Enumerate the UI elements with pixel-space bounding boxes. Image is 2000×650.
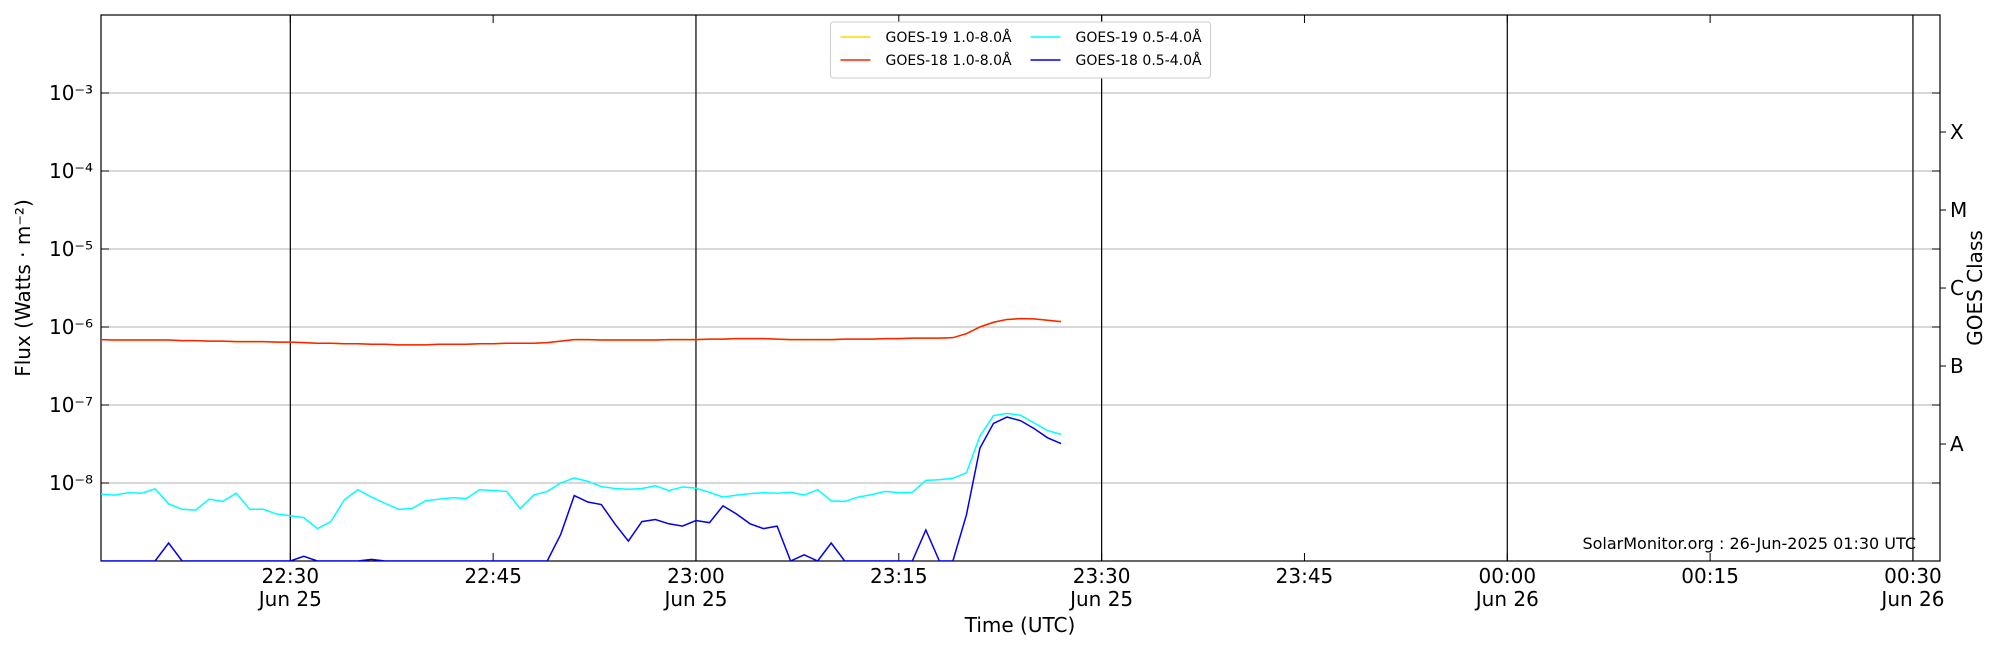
- y-tick-label: 10⁻⁴: [49, 159, 93, 183]
- y-tick-label: 10⁻⁸: [49, 471, 93, 495]
- legend-label: GOES-18 0.5-4.0Å: [1076, 52, 1202, 69]
- legend-label: GOES-19 0.5-4.0Å: [1076, 29, 1202, 46]
- series-line: [101, 416, 1062, 561]
- y2-axis-label: GOES Class: [1963, 230, 1987, 346]
- legend-box: [830, 21, 1211, 79]
- legend-label: GOES-18 1.0-8.0Å: [886, 52, 1012, 69]
- x-tick-label: 23:00 Jun 25: [662, 564, 727, 611]
- y-tick-label: 10⁻³: [49, 81, 93, 105]
- y2-tick-label: B: [1950, 354, 1964, 378]
- y-tick-label: 10⁻⁶: [49, 315, 93, 339]
- series-line: [101, 412, 1062, 530]
- series-line: [101, 317, 1062, 346]
- x-tick-label: 23:45: [1276, 564, 1334, 588]
- y-axis-label: Flux (Watts · m⁻²): [11, 199, 35, 377]
- y2-tick-label: X: [1950, 120, 1964, 144]
- x-tick-label: 00:00 Jun 26: [1474, 564, 1539, 611]
- x-tick-label: 00:30 Jun 26: [1879, 564, 1944, 611]
- plot-frame: [100, 14, 1941, 562]
- y2-tick-label: C: [1950, 276, 1964, 300]
- x-tick-label: 23:30 Jun 25: [1068, 564, 1133, 611]
- plot-area: [101, 15, 1940, 561]
- x-axis-label: Time (UTC): [964, 613, 1076, 637]
- y-tick-label: 10⁻⁵: [49, 237, 93, 261]
- legend-label: GOES-19 1.0-8.0Å: [886, 29, 1012, 46]
- y2-tick-label: M: [1950, 198, 1967, 222]
- annotation: SolarMonitor.org : 26-Jun-2025 01:30 UTC: [1582, 534, 1916, 553]
- y2-tick-label: A: [1950, 432, 1964, 456]
- series-group: [101, 317, 1062, 561]
- x-tick-label: 00:15: [1681, 564, 1739, 588]
- y-tick-label: 10⁻⁷: [49, 393, 93, 417]
- x-tick-label: 22:45: [464, 564, 522, 588]
- x-tick-label: 23:15: [870, 564, 928, 588]
- x-tick-label: 22:30 Jun 25: [257, 564, 322, 611]
